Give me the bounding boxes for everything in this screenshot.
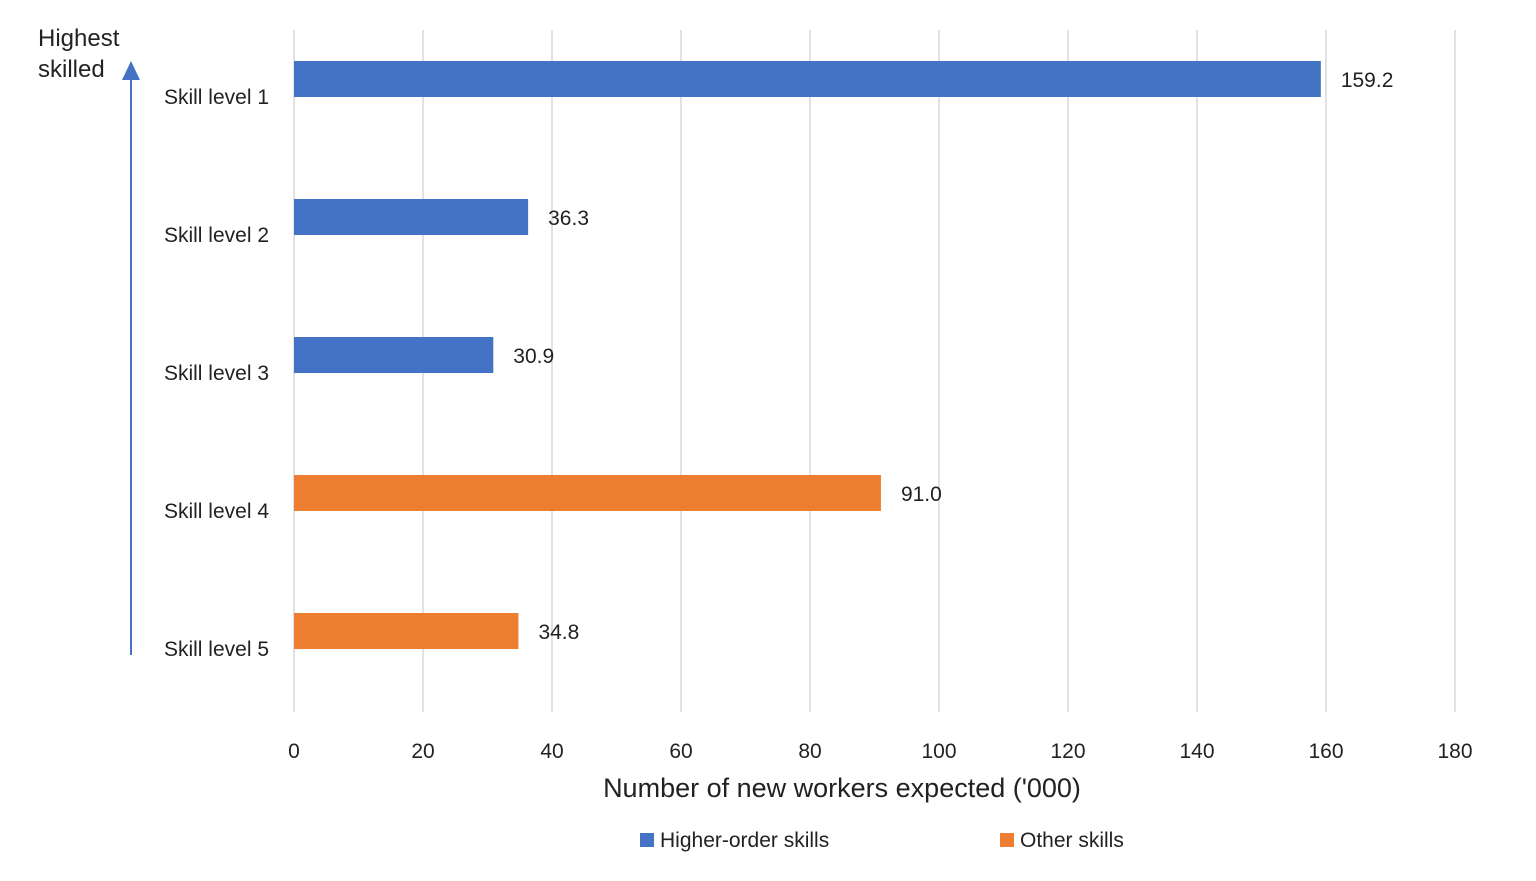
bar: [294, 475, 881, 511]
bar: [294, 61, 1321, 97]
x-axis-title: Number of new workers expected ('000): [603, 773, 1081, 803]
legend-swatch: [640, 833, 654, 847]
category-label: Skill level 2: [164, 224, 269, 247]
bar: [294, 199, 529, 235]
x-tick-label: 40: [540, 740, 563, 763]
bar: [294, 337, 494, 373]
data-label: 36.3: [548, 207, 589, 230]
x-tick-label: 20: [411, 740, 434, 763]
skill-arrow: [122, 61, 140, 655]
data-label: 34.8: [538, 621, 579, 644]
bars: 159.2 36.3 30.9 91.0 34.8: [294, 61, 1393, 649]
x-tick-label: 120: [1050, 740, 1085, 763]
x-axis-ticks: 0 20 40 60 80 100 120 140 160 180: [288, 740, 1472, 763]
category-label: Skill level 5: [164, 638, 269, 661]
arrow-label-line2: skilled: [38, 56, 105, 83]
x-tick-label: 60: [669, 740, 692, 763]
category-labels: Skill level 1 Skill level 2 Skill level 3 S…: [164, 86, 269, 661]
legend-swatch: [1000, 833, 1014, 847]
x-tick-label: 0: [288, 740, 300, 763]
category-label: Skill level 4: [164, 500, 269, 523]
legend-label: Other skills: [1020, 829, 1124, 852]
x-tick-label: 160: [1308, 740, 1343, 763]
legend-label: Higher-order skills: [660, 829, 829, 852]
bar: [294, 613, 519, 649]
x-tick-label: 140: [1179, 740, 1214, 763]
category-label: Skill level 1: [164, 86, 269, 109]
gridlines: [293, 30, 1456, 712]
category-label: Skill level 3: [164, 362, 269, 385]
data-label: 159.2: [1341, 69, 1394, 92]
data-label: 30.9: [513, 345, 554, 368]
data-label: 91.0: [901, 483, 942, 506]
arrow-label-line1: Highest: [38, 25, 120, 52]
x-tick-label: 80: [798, 740, 821, 763]
arrow-head-icon: [122, 61, 140, 80]
x-tick-label: 100: [921, 740, 956, 763]
x-tick-label: 180: [1437, 740, 1472, 763]
legend: Higher-order skills Other skills: [640, 829, 1124, 852]
